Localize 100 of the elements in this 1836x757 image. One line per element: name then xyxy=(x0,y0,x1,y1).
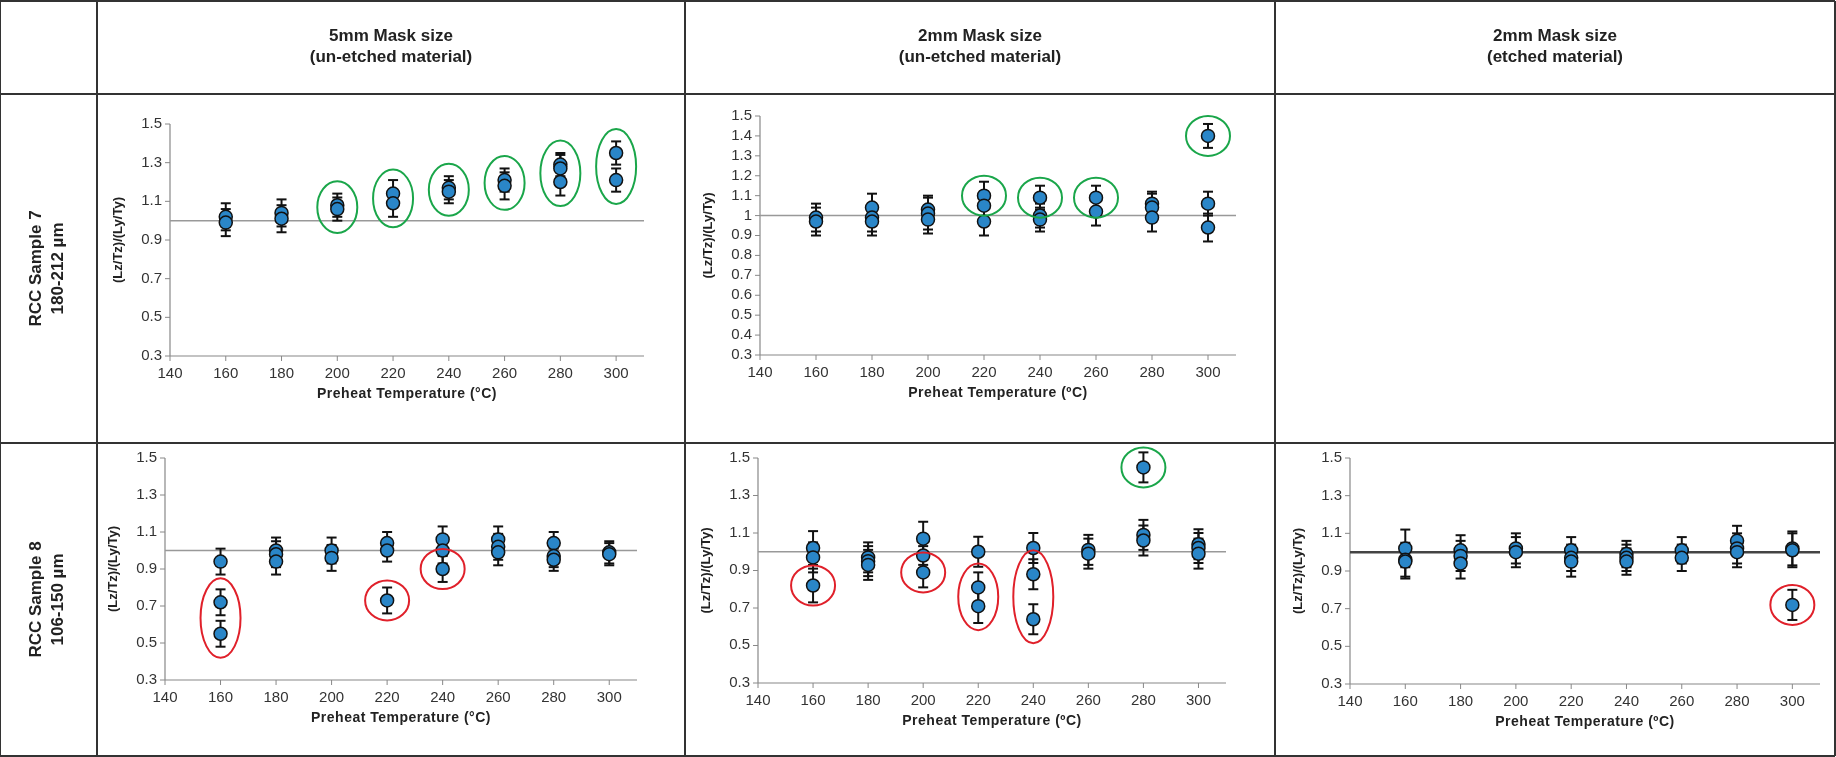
x-tick-label: 220 xyxy=(965,691,991,708)
y-axis-title: (Lz/Tz)/(Ly/Ty) xyxy=(105,526,120,612)
y-tick-label: 1.2 xyxy=(731,165,752,183)
y-tick-label: 1.1 xyxy=(136,521,157,539)
y-tick-label: 1.3 xyxy=(1321,485,1342,503)
x-tick-label: 260 xyxy=(492,364,518,381)
y-axis-title: (Lz/Tz)/(Ly/Ty) xyxy=(698,527,713,614)
chart-title: 2mm Mask size (un-etched material) xyxy=(898,26,1062,67)
x-tick-label: 160 xyxy=(800,691,826,708)
x-tick-label: 220 xyxy=(1558,692,1584,709)
y-tick-label: 0.9 xyxy=(141,229,162,247)
x-tick-label: 240 xyxy=(1613,692,1639,709)
y-tick-label: 1.4 xyxy=(731,125,752,143)
y-tick-label: 0.5 xyxy=(1321,636,1342,654)
x-tick-label: 280 xyxy=(541,688,567,705)
y-tick-label: 0.7 xyxy=(729,597,750,615)
x-tick-label: 160 xyxy=(1392,692,1418,709)
x-tick-label: 240 xyxy=(1020,691,1046,708)
y-tick-label: 0.7 xyxy=(136,595,157,613)
x-tick-label: 180 xyxy=(269,364,295,381)
y-tick-label: 0.9 xyxy=(136,558,157,576)
y-tick-label: 1.5 xyxy=(1321,447,1342,465)
x-tick-label: 180 xyxy=(855,691,881,708)
x-tick-label: 260 xyxy=(1669,692,1695,709)
y-tick-label: 0.4 xyxy=(731,325,752,343)
y-tick-label: 1 xyxy=(743,205,752,223)
y-tick-label: 1.1 xyxy=(1321,523,1342,541)
x-tick-label: 280 xyxy=(1724,692,1750,709)
chart-title: 5mm Mask size (un-etched material) xyxy=(309,26,473,67)
x-tick-label: 160 xyxy=(208,688,234,705)
x-axis-title: Preheat Temperature (ºC) xyxy=(1495,713,1675,729)
chart-title: 2mm Mask size (etched material) xyxy=(1486,26,1624,67)
x-axis-title: Preheat Temperature (ºC) xyxy=(902,712,1082,728)
y-tick-label: 0.5 xyxy=(141,307,162,325)
x-tick-label: 300 xyxy=(1185,691,1211,708)
y-tick-label: 0.9 xyxy=(729,560,750,578)
y-tick-label: 1.3 xyxy=(141,152,162,170)
y-tick-label: 1.5 xyxy=(141,113,162,131)
x-tick-label: 180 xyxy=(1448,692,1474,709)
y-tick-label: 0.8 xyxy=(731,245,752,263)
y-tick-label: 0.7 xyxy=(1321,598,1342,616)
y-tick-label: 1.3 xyxy=(729,485,750,503)
x-tick-label: 200 xyxy=(915,363,941,380)
x-tick-label: 300 xyxy=(1195,363,1221,380)
x-tick-label: 300 xyxy=(596,688,622,705)
x-tick-label: 200 xyxy=(319,688,345,705)
y-tick-label: 0.3 xyxy=(141,345,162,363)
x-axis-title: Preheat Temperature (°C) xyxy=(317,385,497,401)
x-tick-label: 140 xyxy=(745,691,771,708)
y-axis-title: (Lz/Tz)/(Ly/Ty) xyxy=(1290,528,1305,614)
x-tick-label: 240 xyxy=(436,364,462,381)
y-tick-label: 0.3 xyxy=(731,344,752,362)
x-tick-label: 260 xyxy=(485,688,511,705)
y-tick-label: 1.5 xyxy=(731,105,752,123)
y-tick-label: 0.3 xyxy=(136,669,157,687)
x-tick-label: 160 xyxy=(213,364,239,381)
x-tick-label: 200 xyxy=(324,364,350,381)
x-tick-label: 200 xyxy=(1503,692,1529,709)
x-tick-label: 280 xyxy=(1130,691,1156,708)
x-tick-label: 180 xyxy=(263,688,289,705)
text: RCC Sample 8 106-150 µm xyxy=(26,541,68,658)
y-tick-label: 1.3 xyxy=(136,484,157,502)
y-tick-label: 0.5 xyxy=(731,305,752,323)
y-tick-label: 0.3 xyxy=(1321,673,1342,691)
y-tick-label: 1.5 xyxy=(729,447,750,465)
x-tick-label: 300 xyxy=(1779,692,1805,709)
x-tick-label: 260 xyxy=(1083,363,1109,380)
y-tick-label: 0.9 xyxy=(1321,560,1342,578)
y-tick-label: 1.1 xyxy=(729,522,750,540)
y-tick-label: 1.5 xyxy=(136,447,157,465)
x-tick-label: 280 xyxy=(547,364,573,381)
y-tick-label: 0.6 xyxy=(731,285,752,303)
x-tick-label: 220 xyxy=(380,364,406,381)
x-tick-label: 200 xyxy=(910,691,936,708)
y-tick-label: 0.5 xyxy=(136,632,157,650)
x-tick-label: 220 xyxy=(971,363,997,380)
y-tick-label: 0.7 xyxy=(731,265,752,283)
text: RCC Sample 7 180-212 µm xyxy=(26,210,68,327)
x-axis-title: Preheat Temperature (°C) xyxy=(311,709,491,725)
y-tick-label: 1.3 xyxy=(731,145,752,163)
x-tick-label: 180 xyxy=(859,363,885,380)
y-tick-label: 0.7 xyxy=(141,268,162,286)
y-tick-label: 1.1 xyxy=(731,185,752,203)
x-tick-label: 240 xyxy=(1027,363,1053,380)
y-tick-label: 1.1 xyxy=(141,191,162,209)
y-axis-title: (Lz/Tz)/(Ly/Ty) xyxy=(110,197,125,283)
x-tick-label: 140 xyxy=(157,364,183,381)
x-tick-label: 220 xyxy=(374,688,400,705)
y-tick-label: 0.5 xyxy=(729,635,750,653)
y-tick-label: 0.9 xyxy=(731,225,752,243)
y-tick-label: 0.3 xyxy=(729,672,750,690)
x-tick-label: 260 xyxy=(1075,691,1101,708)
x-tick-label: 140 xyxy=(152,688,178,705)
x-tick-label: 160 xyxy=(803,363,829,380)
x-tick-label: 280 xyxy=(1139,363,1165,380)
y-axis-title: (Lz/Tz)/(Ly/Ty) xyxy=(700,192,715,279)
x-tick-label: 140 xyxy=(747,363,773,380)
x-tick-label: 300 xyxy=(603,364,629,381)
x-axis-title: Preheat Temperature (ºC) xyxy=(908,384,1088,400)
x-tick-label: 140 xyxy=(1337,692,1363,709)
